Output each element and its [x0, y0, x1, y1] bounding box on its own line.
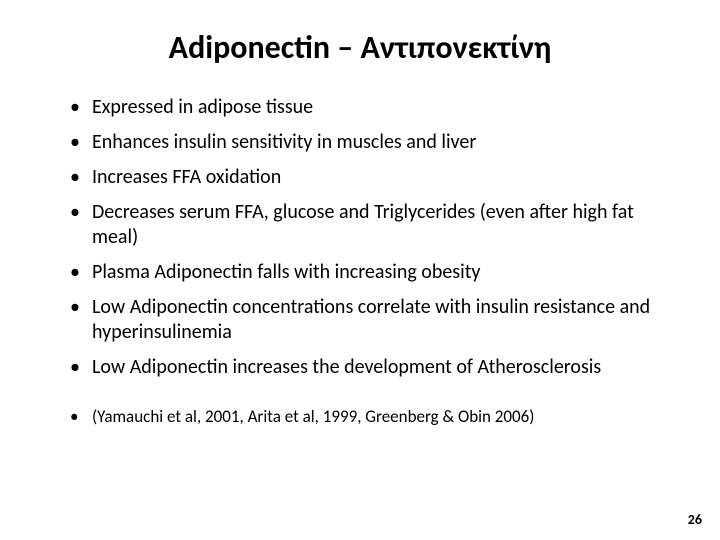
bullet-item: Low Adiponectin increases the developmen… [70, 355, 670, 380]
bullet-item: Expressed in adipose tissue [70, 95, 670, 120]
slide-container: Adiponectin – Αντιπονεκτίνη Expressed in… [0, 0, 720, 540]
bullet-item: Low Adiponectin concentrations correlate… [70, 295, 670, 345]
bullet-item: Decreases serum FFA, glucose and Triglyc… [70, 200, 670, 250]
bullet-item: Increases FFA oxidation [70, 165, 670, 190]
bullet-list: Expressed in adipose tissue Enhances ins… [50, 95, 670, 427]
page-number: 26 [688, 511, 702, 528]
slide-title: Adiponectin – Αντιπονεκτίνη [50, 28, 670, 67]
citation-item: (Yamauchi et al, 2001, Arita et al, 1999… [70, 406, 670, 427]
bullet-item: Plasma Adiponectin falls with increasing… [70, 260, 670, 285]
bullet-item: Enhances insulin sensitivity in muscles … [70, 130, 670, 155]
